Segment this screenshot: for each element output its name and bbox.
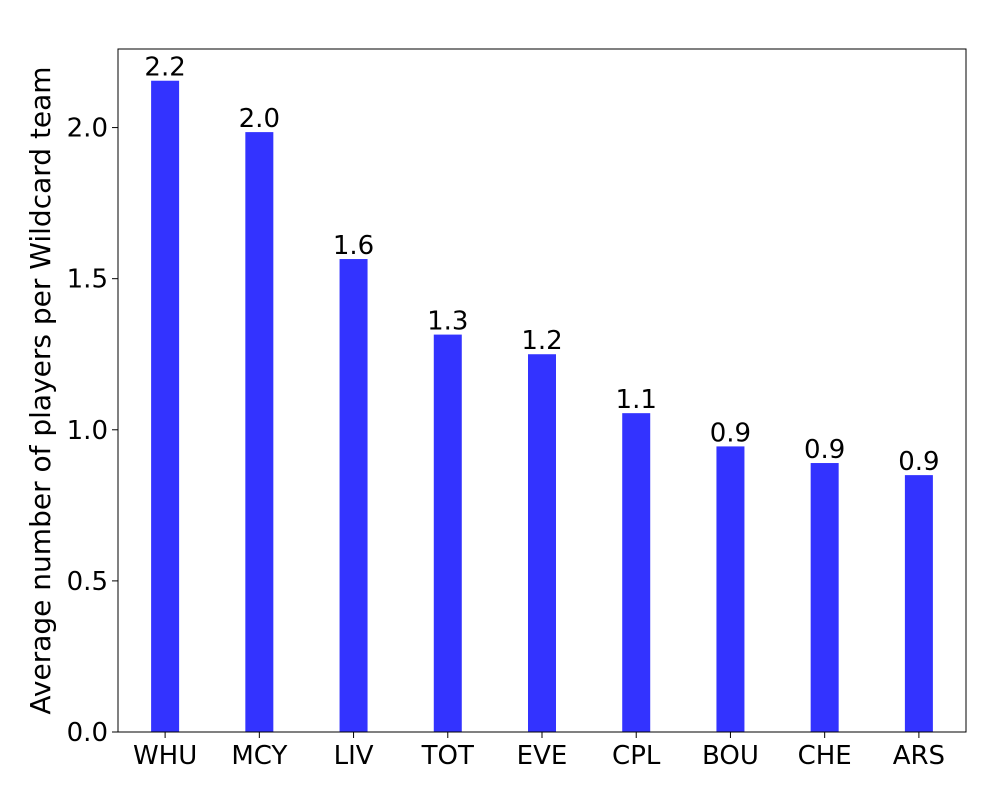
x-tick-label-cpl: CPL (612, 741, 661, 771)
x-tick-label-eve: EVE (517, 741, 568, 771)
data-label-eve: 1.2 (521, 326, 562, 356)
x-tick-label-ars: ARS (893, 741, 945, 771)
data-label-whu: 2.2 (144, 53, 185, 83)
x-axis: WHU MCY LIV TOT EVE CPL BOU CHE ARS (133, 732, 945, 771)
x-tick-label-liv: LIV (334, 741, 374, 771)
data-label-che: 0.9 (804, 435, 845, 465)
x-tick-label-tot: TOT (421, 741, 474, 771)
x-tick-label-bou: BOU (702, 741, 759, 771)
y-tick-label: 2.0 (67, 114, 108, 144)
bar-cpl (622, 413, 651, 732)
y-axis-label: Average number of players per Wildcard t… (24, 66, 57, 714)
bar-mcy (245, 132, 274, 733)
x-tick-label-whu: WHU (133, 741, 197, 771)
bar-liv (339, 259, 368, 732)
y-axis: 0.0 0.5 1.0 1.5 2.0 (67, 114, 118, 748)
bars-layer (151, 80, 933, 733)
data-label-cpl: 1.1 (616, 385, 657, 415)
bar-che (810, 463, 839, 732)
y-tick-label: 0.0 (67, 718, 108, 748)
data-label-mcy: 2.0 (239, 104, 280, 134)
y-tick-label: 1.5 (67, 265, 108, 295)
data-label-bou: 0.9 (710, 418, 751, 448)
data-labels-layer: 2.2 2.0 1.6 1.3 1.2 1.1 0.9 0.9 0.9 (144, 53, 939, 477)
data-label-ars: 0.9 (898, 447, 939, 477)
x-tick-label-mcy: MCY (231, 741, 287, 771)
y-tick-label: 1.0 (67, 416, 108, 446)
x-tick-label-che: CHE (798, 741, 852, 771)
bar-tot (433, 334, 462, 732)
bar-bou (716, 446, 745, 732)
bar-whu (151, 80, 180, 732)
data-label-tot: 1.3 (427, 307, 468, 337)
y-tick-label: 0.5 (67, 567, 108, 597)
bar-ars (904, 475, 933, 732)
bar-eve (528, 354, 556, 732)
data-label-liv: 1.6 (333, 231, 374, 261)
